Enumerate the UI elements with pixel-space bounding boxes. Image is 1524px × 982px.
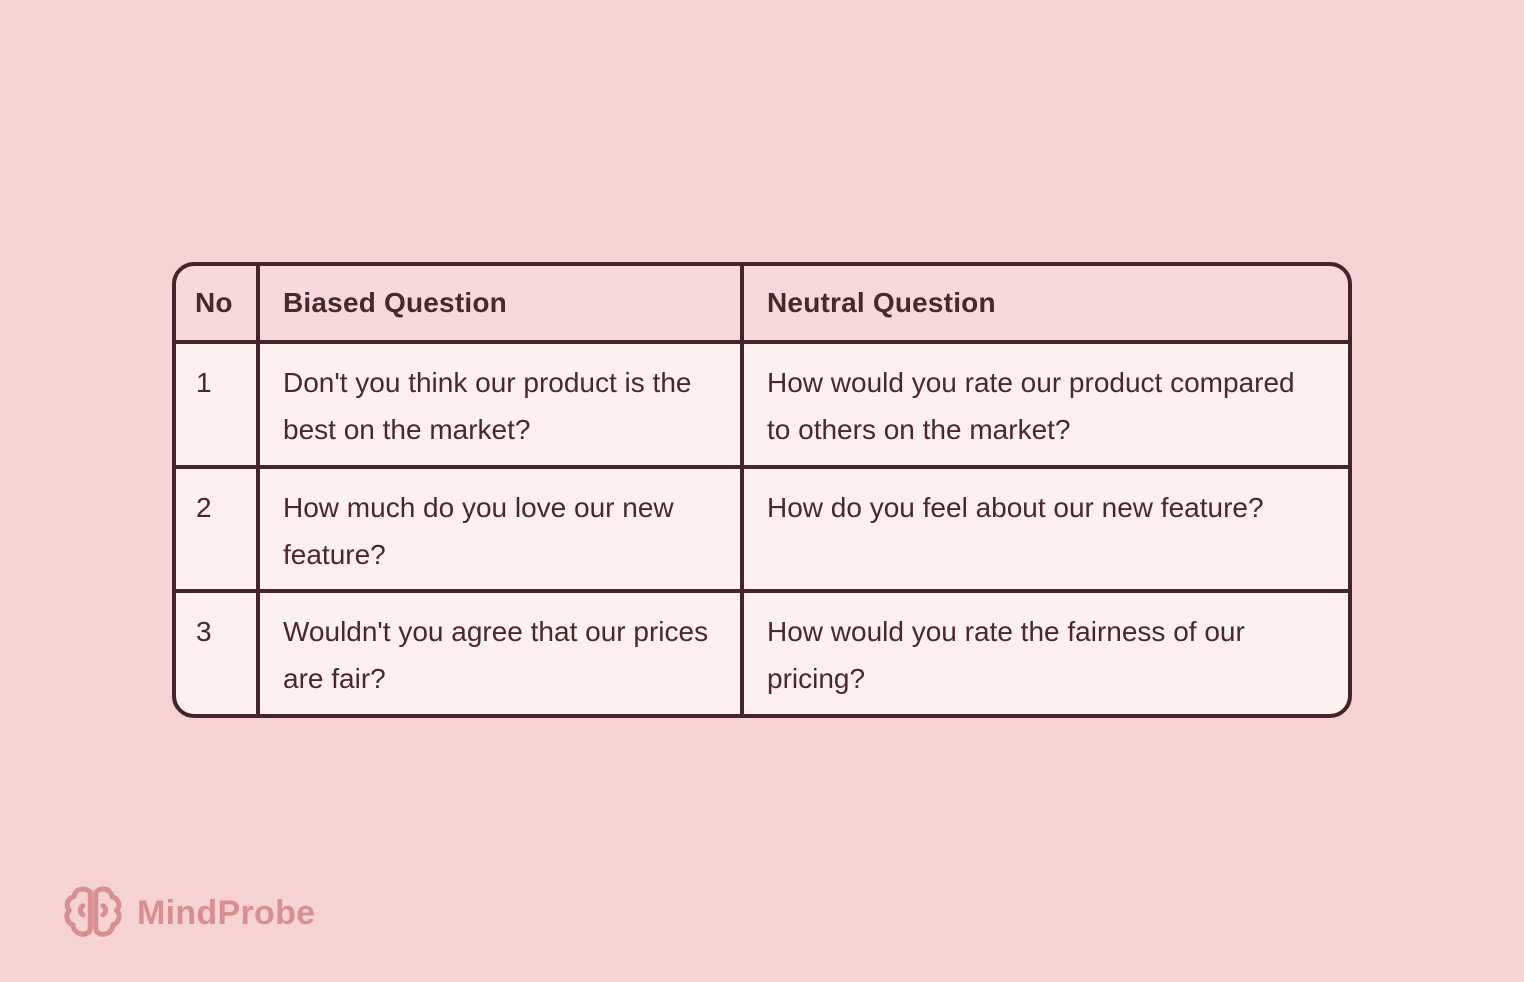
table-row-3-neutral-question: How would you rate the fairness of our p… <box>744 593 1348 714</box>
mindprobe-logo: MindProbe <box>64 883 315 943</box>
table-row-1-biased-question: Don't you think our product is the best … <box>260 344 740 465</box>
table-row-3-biased-question: Wouldn't you agree that our prices are f… <box>260 593 740 714</box>
column-header-no: No <box>176 266 256 340</box>
column-header-biased: Biased Question <box>260 266 740 340</box>
column-header-neutral-label: Neutral Question <box>767 287 996 318</box>
table-row-1-number: 1 <box>176 344 256 465</box>
table-row-2-biased-question: How much do you love our new feature? <box>260 468 740 590</box>
column-header-biased-label: Biased Question <box>283 287 507 318</box>
brain-icon <box>64 883 122 943</box>
column-header-no-label: No <box>195 287 233 318</box>
logo-wordmark: MindProbe <box>137 893 316 932</box>
bias-comparison-table: No Biased Question Neutral Question 1 Do… <box>172 262 1352 718</box>
table-row-2-neutral-question: How do you feel about our new feature? <box>744 468 1348 590</box>
table-row-1-neutral-question: How would you rate our product compared … <box>744 344 1348 465</box>
table-row-3-number: 3 <box>176 593 256 714</box>
column-header-neutral: Neutral Question <box>744 266 1348 340</box>
table-row-2-number: 2 <box>176 468 256 590</box>
